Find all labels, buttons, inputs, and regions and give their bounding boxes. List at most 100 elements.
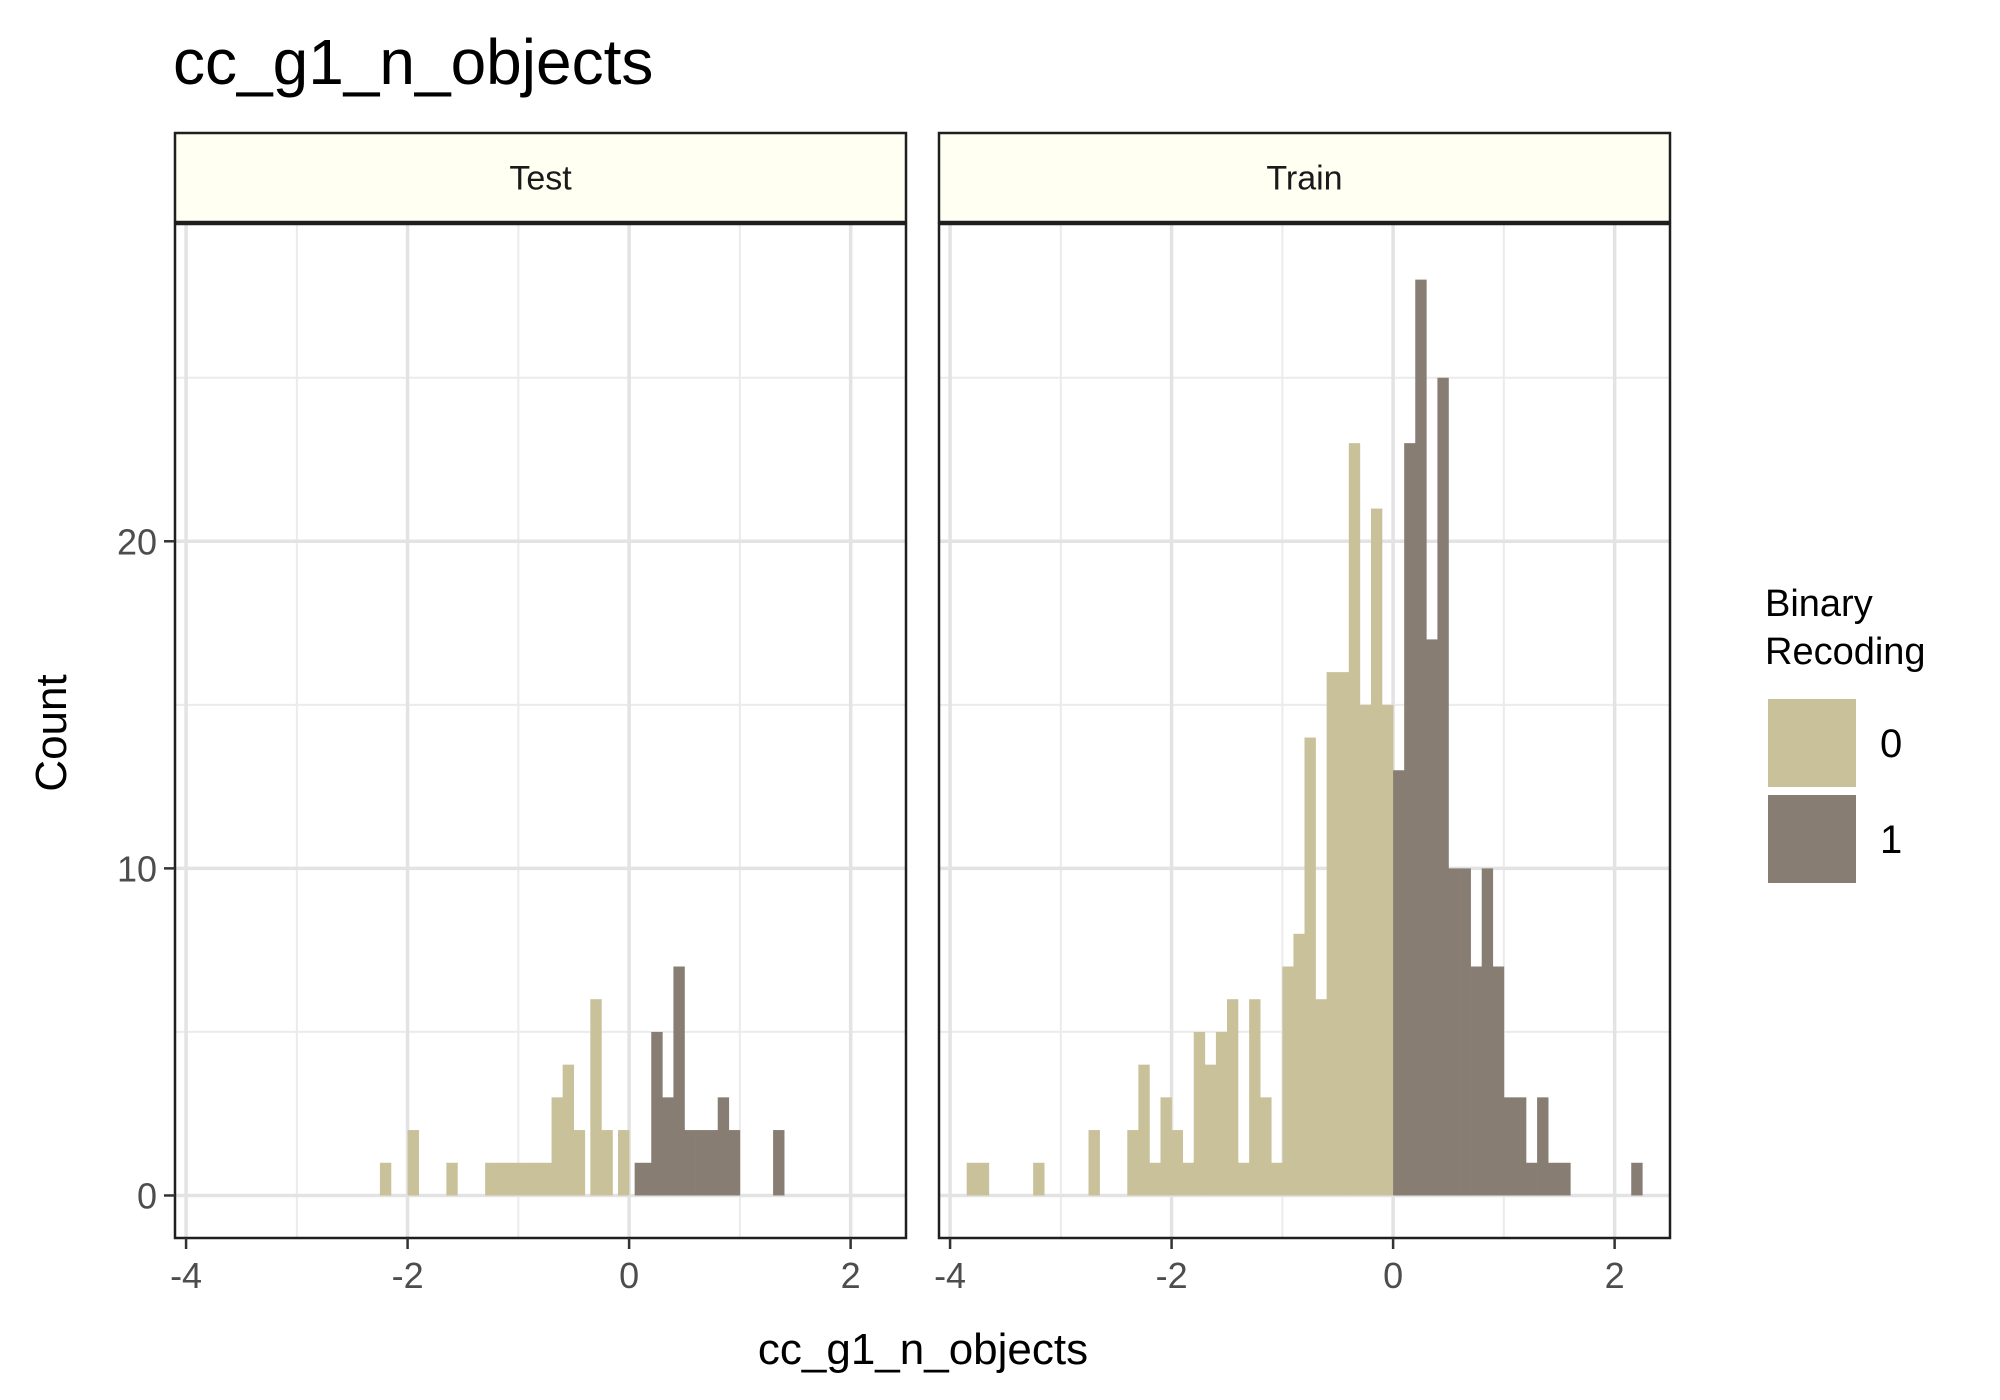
panel-border: [937, 222, 1672, 1240]
histogram-bars: [379, 966, 785, 1196]
histogram-bar-0: [1370, 508, 1383, 1196]
histogram-bar-1: [1526, 1162, 1538, 1196]
histogram-bar-1: [1514, 1097, 1527, 1196]
histogram-bar-0: [518, 1162, 530, 1196]
histogram-bar-0: [1204, 1064, 1217, 1196]
histogram-bar-0: [618, 1130, 630, 1196]
histogram-bar-1: [773, 1130, 785, 1196]
histogram-bar-1: [717, 1097, 730, 1196]
x-tick-label: -4: [170, 1255, 202, 1296]
histogram-bar-0: [601, 1130, 613, 1196]
histogram-bar-0: [1238, 1162, 1250, 1196]
histogram-bar-0: [1271, 1162, 1283, 1196]
histogram-bar-1: [1548, 1162, 1560, 1196]
histogram-bar-1: [706, 1130, 719, 1196]
histogram-bar-0: [1226, 999, 1239, 1196]
facet-strip-label: Train: [1266, 160, 1342, 198]
x-axis-title: cc_g1_n_objects: [758, 1325, 1088, 1374]
histogram-bar-0: [1215, 1031, 1228, 1196]
histogram-bar-0: [507, 1162, 519, 1196]
histogram-bar-1: [1448, 868, 1460, 1196]
histogram-bar-1: [1537, 1097, 1549, 1196]
histogram-bar-0: [529, 1162, 541, 1196]
facet-panel-train: Train -4 -2 0 2: [934, 131, 1672, 1296]
histogram-bar-1: [1404, 443, 1416, 1196]
x-tick-label: 0: [619, 1255, 639, 1296]
histogram-bar-0: [1127, 1130, 1139, 1196]
histogram-bar-0: [496, 1162, 508, 1196]
x-tick-label: -4: [934, 1255, 966, 1296]
x-axis: -4 -2 0 2: [170, 1238, 861, 1296]
histogram-bar-1: [728, 1130, 741, 1196]
y-tick-label: 10: [117, 848, 157, 889]
histogram-bar-1: [684, 1130, 696, 1196]
x-tick-label: 2: [1605, 1255, 1625, 1296]
legend-label-1: 1: [1880, 818, 1902, 862]
y-tick-label: 0: [137, 1175, 157, 1216]
histogram-bar-0: [446, 1162, 458, 1196]
facet-strip: [937, 131, 1672, 224]
histogram-bar-0: [1088, 1130, 1100, 1196]
y-tick-label: 20: [117, 521, 157, 562]
x-tick-label: 0: [1383, 1255, 1403, 1296]
facet-strip-label: Test: [509, 160, 572, 198]
x-tick-label: 2: [841, 1255, 861, 1296]
histogram-bar-0: [485, 1162, 497, 1196]
x-axis: -4 -2 0 2: [934, 1238, 1625, 1296]
histogram-bar-1: [651, 1031, 663, 1196]
histogram-bar-0: [407, 1130, 419, 1196]
histogram-bar-0: [1359, 704, 1372, 1196]
histogram-bar-1: [1393, 770, 1405, 1196]
histogram-bar-1: [634, 1162, 647, 1196]
histogram-bar-0: [1160, 1097, 1172, 1196]
x-tick-label: -2: [392, 1255, 424, 1296]
panel-border: [173, 222, 908, 1240]
histogram-bar-0: [1337, 672, 1350, 1196]
histogram-bar-0: [573, 1130, 586, 1196]
histogram-bar-1: [1415, 279, 1427, 1196]
histogram-bar-0: [540, 1162, 552, 1196]
histogram-bar-0: [562, 1064, 575, 1196]
y-axis-title: Count: [27, 674, 76, 791]
histogram-bar-0: [1171, 1130, 1183, 1196]
histogram-bar-0: [1304, 737, 1316, 1196]
histogram-bar-0: [1149, 1162, 1161, 1196]
histogram-bar-1: [662, 1097, 674, 1196]
histogram-bar-0: [551, 1097, 563, 1196]
x-tick-label: -2: [1156, 1255, 1188, 1296]
histogram-bar-1: [1481, 868, 1494, 1196]
histogram-bar-0: [1182, 1162, 1195, 1196]
histogram-bar-0: [1193, 1031, 1206, 1196]
histogram-bars: [966, 279, 1643, 1196]
histogram-bar-0: [1249, 999, 1261, 1196]
histogram-bar-1: [1426, 639, 1438, 1196]
histogram-bar-1: [1559, 1162, 1571, 1196]
histogram-bar-0: [1282, 966, 1294, 1196]
facet-strip: [173, 131, 908, 224]
histogram-bar-1: [1459, 868, 1471, 1196]
histogram-bar-1: [695, 1130, 707, 1196]
legend: Binary Recoding 0 1: [1765, 583, 1926, 883]
y-axis: 0 10 20: [117, 521, 175, 1216]
histogram-bar-0: [379, 1162, 392, 1196]
legend-swatch-1: [1768, 795, 1856, 883]
grid-lines: [175, 224, 906, 1238]
histogram-bar-0: [977, 1162, 990, 1196]
histogram-bar-0: [1138, 1064, 1150, 1196]
legend-label-0: 0: [1880, 722, 1902, 766]
legend-swatch-0: [1768, 699, 1856, 787]
histogram-bar-0: [1326, 672, 1339, 1196]
panel-background: [175, 224, 906, 1238]
histogram-bar-0: [1260, 1097, 1272, 1196]
histogram-bar-0: [1033, 1162, 1045, 1196]
histogram-bar-0: [590, 999, 602, 1196]
histogram-bar-0: [1382, 704, 1394, 1196]
histogram-bar-1: [1492, 966, 1505, 1196]
histogram-bar-1: [673, 966, 685, 1196]
histogram-bar-0: [1348, 443, 1361, 1196]
legend-title-line: Recoding: [1765, 631, 1926, 673]
